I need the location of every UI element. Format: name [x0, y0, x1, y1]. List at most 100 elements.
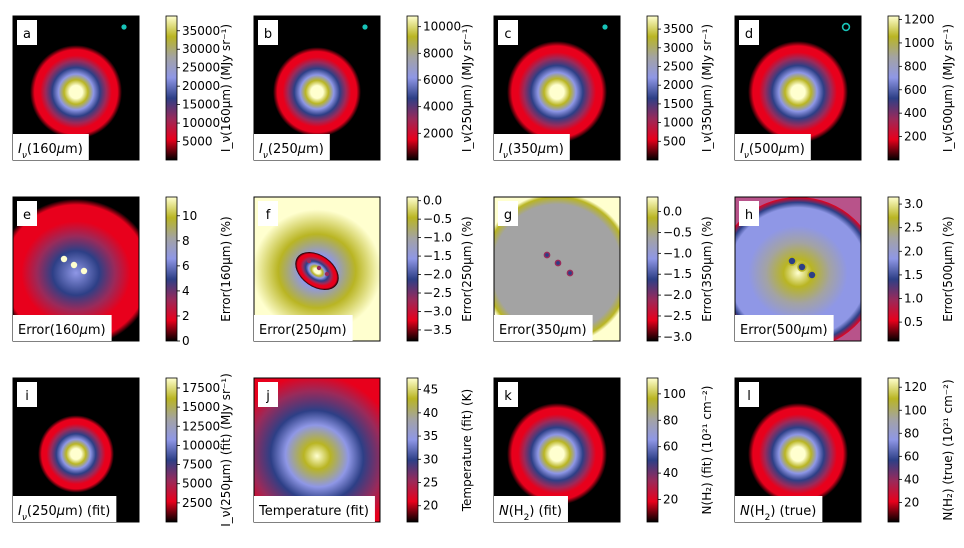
panel-letter-box — [739, 201, 759, 226]
colorbar-tick-label: −2.0 — [423, 268, 452, 282]
panel-letter-box — [739, 382, 759, 407]
panel-letter: k — [504, 389, 512, 404]
heatmap-emission — [273, 47, 361, 137]
colorbar-tick-label: 200 — [904, 130, 927, 144]
colorbar-label: N(H₂) (true) (10²¹ cm⁻²) — [941, 379, 955, 520]
colorbar-label: Temperature (fit) (K) — [460, 389, 474, 513]
panel-h: h Error(500μm) 0.5 1.0 1.5 2.0 2.5 3.0 Error(500… — [734, 196, 955, 342]
colorbar-tick-label: 60 — [904, 449, 919, 463]
colorbar-tick-label: −0.5 — [663, 225, 692, 239]
source-peak — [554, 259, 562, 267]
colorbar-tick-label: 1000 — [663, 116, 694, 130]
panel-label-box — [735, 496, 823, 522]
colorbar-tick-label: 2 — [182, 309, 190, 323]
source-peak — [316, 265, 322, 271]
colorbar — [406, 377, 419, 523]
colorbar — [887, 377, 900, 523]
panel-letter: j — [265, 389, 270, 404]
colorbar-tick-label: 2000 — [423, 126, 454, 140]
colorbar-tick-label: 45 — [423, 383, 438, 397]
colorbar-tick-label: 100 — [904, 403, 927, 417]
panel-letter: a — [23, 27, 31, 42]
colorbar-tick-label: 17500 — [182, 381, 220, 395]
colorbar-tick-label: 120 — [904, 380, 927, 394]
colorbar-tick-label: 4000 — [423, 100, 454, 114]
panel-label: Iν(160μm) — [18, 142, 83, 161]
colorbar-tick-label: 3000 — [663, 41, 694, 55]
colorbar-tick-label: 2500 — [182, 496, 213, 510]
colorbar-tick-label: −1.5 — [423, 249, 452, 263]
colorbar-tick-label: 1000 — [904, 36, 935, 50]
panel-label-box — [494, 134, 570, 160]
colorbar-tick-label: 1500 — [663, 97, 694, 111]
colorbar-tick-label: 7500 — [182, 458, 213, 472]
colorbar-tick-label: 20000 — [182, 79, 220, 93]
colorbar-tick-label: 12500 — [182, 419, 220, 433]
heatmap-emission — [494, 197, 620, 341]
panel-d: d Iν(500μm) 200 400 600 800 1000 1200 I_ν(500μm)… — [734, 13, 955, 161]
panel-label-box — [13, 496, 117, 522]
panel-label: Error(250μm) — [259, 323, 347, 338]
colorbar-tick-label: 10000 — [182, 438, 220, 452]
colorbar-tick-label: 8000 — [423, 46, 454, 60]
colorbar-tick-label: 20 — [663, 493, 678, 507]
colorbar-tick-label: 0.5 — [904, 315, 923, 329]
panel-letter: e — [23, 208, 31, 223]
panel-letter-box — [258, 382, 278, 407]
panel-letter: b — [264, 27, 272, 42]
panel-label: Error(500μm) — [740, 323, 828, 338]
colorbar-tick-label: 40 — [904, 472, 919, 486]
heatmap-emission — [748, 403, 848, 505]
colorbar-tick-label: −3.0 — [423, 304, 452, 318]
source-peak — [797, 262, 807, 272]
beam-marker — [602, 24, 608, 30]
panel-letter: d — [745, 27, 753, 42]
panel-letter-box — [17, 382, 37, 407]
source-peak — [60, 255, 68, 263]
colorbar-tick-label: 30 — [423, 452, 438, 466]
colorbar-tick-label: 800 — [904, 59, 927, 73]
colorbar-tick-label: 35000 — [182, 24, 220, 38]
panel-g: g Error(350μm) −3.0 −2.5 −2.0 −1.5 −1.0 −0.5 0.0… — [493, 196, 714, 344]
panel-label-box — [735, 315, 834, 341]
colorbar-tick-label: 3.0 — [904, 197, 923, 211]
colorbar-tick-label: −2.5 — [423, 286, 452, 300]
colorbar-tick-label: 600 — [904, 83, 927, 97]
colorbar — [165, 196, 178, 342]
colorbar-tick-label: 6000 — [423, 73, 454, 87]
panel-label-box — [254, 315, 353, 341]
panel-letter: c — [504, 27, 511, 42]
panel-letter-box — [739, 20, 759, 45]
panel-label-box — [13, 315, 112, 341]
colorbar-tick-label: 20 — [904, 495, 919, 509]
colorbar-tick-label: −0.5 — [423, 212, 452, 226]
panel-label: N(H2) (fit) — [499, 504, 562, 523]
panel-label-box — [254, 496, 375, 522]
panel-letter-box — [258, 20, 278, 45]
panel-label: Error(350μm) — [499, 323, 587, 338]
colorbar-tick-label: 6 — [182, 259, 190, 273]
panel-letter-box — [498, 382, 518, 407]
colorbar — [165, 377, 178, 523]
colorbar — [165, 15, 178, 161]
colorbar-label: I_ν(350μm) (MJy sr⁻¹) — [700, 24, 714, 152]
colorbar-tick-label: 0.0 — [423, 194, 442, 208]
colorbar-tick-label: 25000 — [182, 61, 220, 75]
panels-grid: aIν(160μm)500010000150002000025000300003… — [12, 13, 955, 527]
colorbar-tick-label: 8 — [182, 234, 190, 248]
colorbar-tick-label: 100 — [663, 387, 686, 401]
source-peak — [787, 256, 797, 266]
panel-e: e Error(160μm) 0 2 4 6 8 10 Error(160μm) (%) — [12, 196, 233, 348]
colorbar-tick-label: 4 — [182, 284, 190, 298]
panel-f: f Error(250μm) −3.5 −3.0 −2.5 −2.0 −1.5 −1.0 −0.… — [253, 194, 474, 342]
panel-a: a Iν(160μm) 5000 10000 15000 20000 25000 30000 3… — [12, 15, 233, 161]
panel-label-box — [494, 496, 568, 522]
panel-letter: i — [25, 389, 29, 404]
colorbar-tick-label: −2.5 — [663, 309, 692, 323]
colorbar-tick-label: 5000 — [182, 135, 213, 149]
colorbar-tick-label: 1.5 — [904, 268, 923, 282]
colorbar-label: I_ν(160μm) (MJy sr⁻¹) — [219, 24, 233, 152]
colorbar-tick-label: 0.0 — [663, 205, 682, 219]
colorbar-tick-label: 60 — [663, 440, 678, 454]
